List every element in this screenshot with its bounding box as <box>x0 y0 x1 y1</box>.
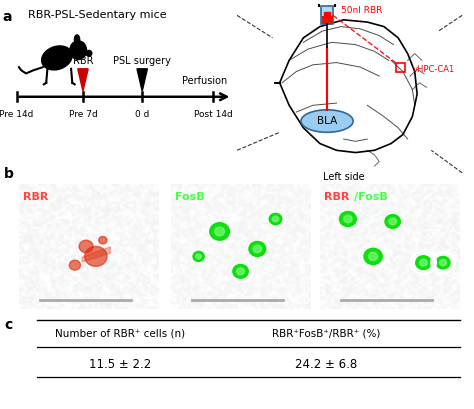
Ellipse shape <box>42 46 72 70</box>
Circle shape <box>79 240 93 253</box>
Text: vHPC-CA1: vHPC-CA1 <box>412 65 455 74</box>
Text: RBR: RBR <box>324 191 349 202</box>
Circle shape <box>369 252 378 261</box>
Ellipse shape <box>70 41 86 59</box>
Text: RBR: RBR <box>73 56 93 66</box>
Circle shape <box>389 218 397 225</box>
Circle shape <box>253 245 262 253</box>
Text: Number of RBR⁺ cells (n): Number of RBR⁺ cells (n) <box>55 329 185 339</box>
Text: 0 d: 0 d <box>135 110 149 119</box>
Circle shape <box>364 248 382 265</box>
Circle shape <box>249 241 266 256</box>
Text: Pre 7d: Pre 7d <box>69 110 97 119</box>
Text: Post 14d: Post 14d <box>194 110 233 119</box>
Ellipse shape <box>301 110 353 133</box>
Text: RBR-PSL-Sedentary mice: RBR-PSL-Sedentary mice <box>28 10 167 20</box>
Text: 11.5 ± 2.2: 11.5 ± 2.2 <box>89 358 151 371</box>
Bar <box>321 7 333 25</box>
Circle shape <box>344 215 352 223</box>
Text: BLA: BLA <box>317 116 337 126</box>
Circle shape <box>69 260 81 270</box>
Circle shape <box>439 260 447 266</box>
Circle shape <box>269 213 282 225</box>
Text: Pre 14d: Pre 14d <box>0 110 34 119</box>
Text: 50nl RBR: 50nl RBR <box>341 6 383 16</box>
Circle shape <box>385 215 401 228</box>
Text: /FosB: /FosB <box>354 191 387 202</box>
Polygon shape <box>275 20 417 153</box>
Circle shape <box>193 252 204 261</box>
Text: RBR⁺FosB⁺/RBR⁺ (%): RBR⁺FosB⁺/RBR⁺ (%) <box>273 329 381 339</box>
Circle shape <box>339 211 356 227</box>
Circle shape <box>416 256 431 270</box>
Circle shape <box>419 259 427 266</box>
Text: c: c <box>5 318 13 332</box>
Circle shape <box>436 256 450 269</box>
Text: Left side: Left side <box>323 172 365 182</box>
Circle shape <box>273 216 279 222</box>
Circle shape <box>99 236 107 244</box>
Circle shape <box>210 223 229 240</box>
Text: FosB: FosB <box>175 191 204 202</box>
Circle shape <box>85 246 107 266</box>
Polygon shape <box>78 69 88 91</box>
Text: 24.2 ± 6.8: 24.2 ± 6.8 <box>295 358 358 371</box>
Text: b: b <box>4 167 14 181</box>
Bar <box>321 16 333 24</box>
Circle shape <box>237 268 245 275</box>
Text: PSL surgery: PSL surgery <box>113 56 171 66</box>
Text: Perfusion: Perfusion <box>182 76 228 86</box>
Ellipse shape <box>86 50 92 56</box>
Circle shape <box>233 265 248 278</box>
Text: c: c <box>444 191 448 200</box>
Polygon shape <box>137 69 147 91</box>
Text: a: a <box>2 10 12 24</box>
Circle shape <box>215 227 225 236</box>
Text: RBR: RBR <box>23 191 48 202</box>
Bar <box>396 63 405 72</box>
Ellipse shape <box>74 35 80 44</box>
Circle shape <box>196 254 201 259</box>
